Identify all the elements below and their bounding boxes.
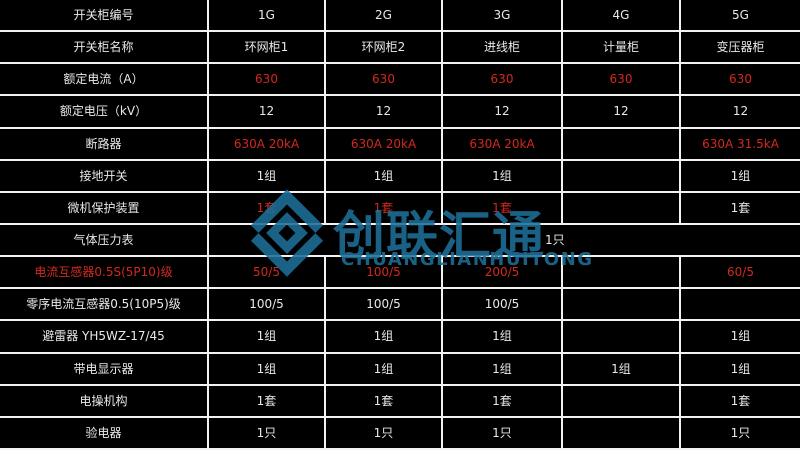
cell-value: 1组: [324, 160, 441, 193]
cell-value: 1套: [324, 192, 441, 225]
cell-value: 200/5: [441, 257, 561, 290]
cell-value: 1套: [679, 192, 800, 225]
row-label: 避雷器 YH5WZ-17/45: [0, 321, 207, 354]
table-row: 零序电流互感器0.5(10P5)级 100/5 100/5 100/5: [0, 289, 800, 322]
table-row: 接地开关 1组 1组 1组 1组: [0, 160, 800, 193]
table-row: 气体压力表 1只: [0, 224, 800, 258]
cell-value: 1组: [207, 353, 324, 386]
cell-value: 3G: [441, 0, 561, 33]
cell-value: 1组: [324, 353, 441, 386]
cell-value: 100/5: [324, 257, 441, 290]
table-row: 开关柜名称 环网柜1 环网柜2 进线柜 计量柜 变压器柜: [0, 32, 800, 65]
cell-value: 1组: [679, 160, 800, 193]
cell-value: 1G: [207, 0, 324, 33]
cell-value: 100/5: [207, 289, 324, 322]
cell-value: 进线柜: [441, 32, 561, 65]
table-row: 电操机构 1套 1套 1套 1套: [0, 385, 800, 418]
cell-value: 1套: [207, 385, 324, 418]
cell-value: 100/5: [324, 289, 441, 322]
row-label: 验电器: [0, 418, 207, 450]
cell-value: [561, 385, 679, 418]
cell-value: 1套: [324, 385, 441, 418]
row-label: 开关柜名称: [0, 32, 207, 65]
cell-value: 变压器柜: [679, 32, 800, 65]
table-row: 电流互感器0.5S(5P10)级 50/5 100/5 200/5 60/5: [0, 257, 800, 290]
cell-value: 630: [441, 64, 561, 97]
table-row: 带电显示器 1组 1组 1组 1组 1组: [0, 353, 800, 386]
cell-value: [561, 321, 679, 354]
row-label: 带电显示器: [0, 354, 207, 386]
row-label: 电流互感器0.5S(5P10)级: [0, 257, 207, 290]
cell-value: 1组: [679, 353, 800, 386]
cell-value: 1组: [441, 160, 561, 193]
cell-value: 630: [561, 64, 679, 97]
cell-value: 12: [561, 96, 679, 129]
cell-value: 2G: [324, 0, 441, 33]
cell-value: 1套: [441, 385, 561, 418]
cell-value: 630: [679, 64, 800, 97]
cell-value: 630A 31.5kA: [679, 128, 800, 161]
table-row: 断路器 630A 20kA 630A 20kA 630A 20kA 630A 31.5k…: [0, 128, 800, 161]
cell-value: 100/5: [441, 289, 561, 322]
cell-value: 1只: [324, 417, 441, 450]
row-label: 气体压力表: [0, 225, 207, 258]
row-label: 开关柜编号: [0, 0, 207, 33]
cell-value: 1只: [207, 417, 324, 450]
cell-value: [679, 289, 800, 322]
cell-value: 4G: [561, 0, 679, 33]
cell-value: 630A 20kA: [324, 128, 441, 161]
merged-value-cell: 1只: [207, 224, 800, 258]
row-label: 额定电压（kV）: [0, 96, 207, 129]
cell-value: 1组: [441, 321, 561, 354]
row-label: 断路器: [0, 129, 207, 161]
cell-value: 12: [324, 96, 441, 129]
cell-value: [561, 160, 679, 193]
cell-value: 630: [324, 64, 441, 97]
cell-value: 630: [207, 64, 324, 97]
cell-value: 12: [679, 96, 800, 129]
table-row: 验电器 1只 1只 1只 1只: [0, 417, 800, 450]
cell-value: 5G: [679, 0, 800, 33]
cell-value: [561, 128, 679, 161]
cell-value: 1只: [679, 417, 800, 450]
cell-value: 1套: [441, 192, 561, 225]
table-row: 开关柜编号 1G 2G 3G 4G 5G: [0, 0, 800, 33]
cell-value: 50/5: [207, 257, 324, 290]
table-row: 避雷器 YH5WZ-17/45 1组 1组 1组 1组: [0, 321, 800, 354]
table-row: 微机保护装置 1套 1套 1套 1套: [0, 192, 800, 225]
cell-value: 1组: [324, 321, 441, 354]
cell-value: 1组: [679, 321, 800, 354]
table-row: 额定电流（A） 630 630 630 630 630: [0, 64, 800, 97]
cell-value: 1套: [679, 385, 800, 418]
row-label: 电操机构: [0, 386, 207, 418]
cell-value: 1只: [441, 417, 561, 450]
row-label: 接地开关: [0, 161, 207, 193]
cell-value: 1组: [561, 353, 679, 386]
cell-value: 12: [441, 96, 561, 129]
row-label: 微机保护装置: [0, 193, 207, 225]
cell-value: [561, 289, 679, 322]
cell-value: 630A 20kA: [441, 128, 561, 161]
cell-value: 630A 20kA: [207, 128, 324, 161]
cell-value: 1只: [545, 233, 565, 248]
cell-value: [561, 257, 679, 290]
row-label: 额定电流（A）: [0, 64, 207, 97]
row-label: 零序电流互感器0.5(10P5)级: [0, 289, 207, 322]
cell-value: [561, 417, 679, 450]
cell-value: 1套: [207, 192, 324, 225]
cell-value: [561, 192, 679, 225]
table-row: 额定电压（kV） 12 12 12 12 12: [0, 96, 800, 129]
cell-value: 1组: [207, 160, 324, 193]
cell-value: 60/5: [679, 257, 800, 290]
cell-value: 1组: [441, 353, 561, 386]
cell-value: 1组: [207, 321, 324, 354]
cell-value: 环网柜1: [207, 32, 324, 65]
cell-value: 环网柜2: [324, 32, 441, 65]
cell-value: 计量柜: [561, 32, 679, 65]
cell-value: 12: [207, 96, 324, 129]
